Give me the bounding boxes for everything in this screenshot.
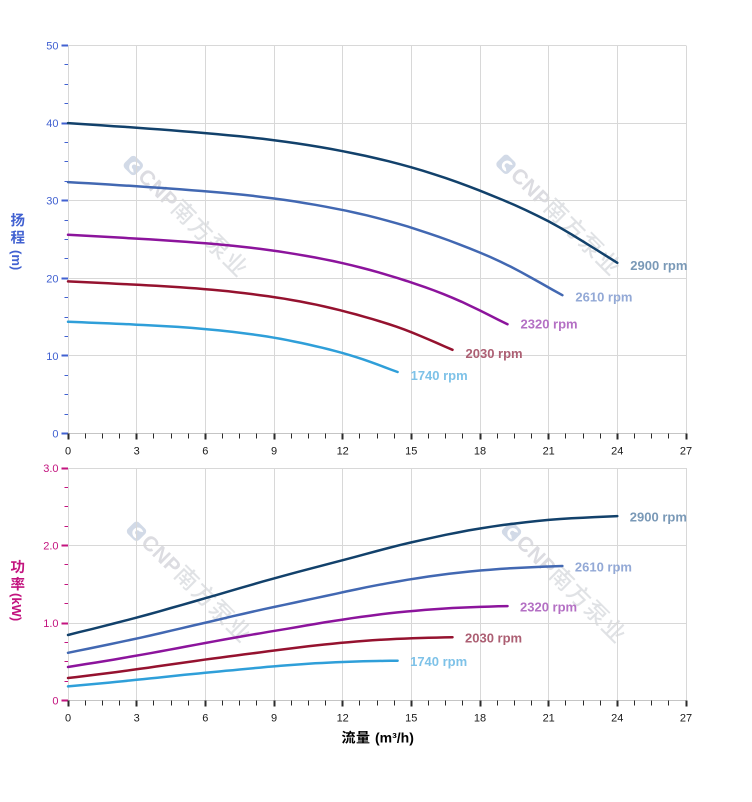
svg-text:21: 21 bbox=[543, 713, 555, 725]
svg-text:3.0: 3.0 bbox=[43, 463, 58, 475]
svg-text:2900 rpm: 2900 rpm bbox=[630, 510, 687, 525]
svg-text:18: 18 bbox=[474, 446, 486, 458]
svg-text:(m³/h): (m³/h) bbox=[375, 730, 414, 746]
svg-text:0: 0 bbox=[52, 429, 58, 441]
svg-text:2320 rpm: 2320 rpm bbox=[520, 600, 577, 615]
svg-text:3: 3 bbox=[134, 446, 140, 458]
svg-text:20: 20 bbox=[46, 273, 58, 285]
svg-text:0: 0 bbox=[65, 446, 71, 458]
svg-text:1740 rpm: 1740 rpm bbox=[410, 654, 467, 669]
svg-text:50: 50 bbox=[46, 41, 58, 53]
svg-text:(m): (m) bbox=[9, 250, 24, 270]
svg-text:27: 27 bbox=[680, 713, 692, 725]
svg-text:0: 0 bbox=[65, 713, 71, 725]
svg-text:0: 0 bbox=[52, 696, 58, 708]
svg-text:2030 rpm: 2030 rpm bbox=[465, 631, 522, 646]
svg-text:6: 6 bbox=[202, 446, 208, 458]
svg-text:18: 18 bbox=[474, 713, 486, 725]
svg-text:2610 rpm: 2610 rpm bbox=[575, 290, 632, 305]
svg-text:24: 24 bbox=[611, 446, 623, 458]
svg-text:24: 24 bbox=[611, 713, 623, 725]
svg-text:27: 27 bbox=[680, 446, 692, 458]
svg-text:21: 21 bbox=[543, 446, 555, 458]
svg-text:12: 12 bbox=[337, 446, 349, 458]
svg-text:2610 rpm: 2610 rpm bbox=[575, 560, 632, 575]
svg-text:2030 rpm: 2030 rpm bbox=[466, 346, 523, 361]
svg-text:40: 40 bbox=[46, 118, 58, 130]
svg-text:12: 12 bbox=[337, 713, 349, 725]
svg-text:2320 rpm: 2320 rpm bbox=[521, 317, 578, 332]
svg-text:1740 rpm: 1740 rpm bbox=[411, 368, 468, 383]
svg-text:(kW): (kW) bbox=[9, 593, 24, 621]
svg-text:15: 15 bbox=[405, 446, 417, 458]
svg-text:10: 10 bbox=[46, 351, 58, 363]
svg-text:15: 15 bbox=[405, 713, 417, 725]
svg-text:6: 6 bbox=[202, 713, 208, 725]
svg-text:2900 rpm: 2900 rpm bbox=[630, 258, 687, 273]
svg-text:30: 30 bbox=[46, 196, 58, 208]
svg-text:1.0: 1.0 bbox=[43, 618, 58, 630]
svg-text:9: 9 bbox=[271, 446, 277, 458]
svg-text:9: 9 bbox=[271, 713, 277, 725]
svg-text:3: 3 bbox=[134, 713, 140, 725]
svg-text:2.0: 2.0 bbox=[43, 541, 58, 553]
